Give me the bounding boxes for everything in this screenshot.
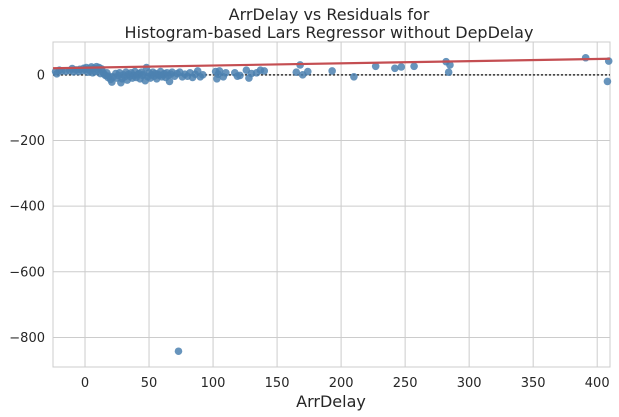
x-tick-label: 50 — [141, 376, 158, 391]
grid-lines — [53, 42, 610, 367]
data-point — [328, 67, 336, 75]
data-point — [397, 63, 406, 71]
x-axis-label: ArrDelay — [296, 392, 366, 411]
x-tick-label: 100 — [201, 376, 226, 391]
x-tick-label: 300 — [457, 376, 482, 391]
x-tick-labels: 0 50 100 150 200 250 300 350 400 — [81, 376, 610, 391]
chart-title-line-2: Histogram-based Lars Regressor without D… — [125, 23, 534, 42]
data-point — [304, 67, 312, 76]
y-tick-label: 0 — [37, 68, 45, 83]
x-tick-label: 250 — [393, 376, 418, 391]
data-point — [215, 67, 224, 75]
x-tick-label: 200 — [329, 376, 354, 391]
data-point — [581, 53, 590, 62]
data-point — [410, 62, 418, 71]
chart-title-line-1: ArrDelay vs Residuals for — [229, 5, 430, 24]
data-point — [222, 69, 230, 77]
chart-title: ArrDelay vs Residuals for Histogram-base… — [125, 5, 534, 42]
data-point — [444, 68, 453, 77]
data-point — [292, 68, 301, 77]
y-tick-labels: 0 −200 −400 −600 −800 — [9, 68, 45, 346]
x-tick-label: 400 — [585, 376, 610, 391]
y-tick-label: −200 — [9, 134, 45, 149]
y-tick-label: −600 — [9, 265, 45, 280]
x-tick-label: 150 — [265, 376, 290, 391]
plot-area — [52, 41, 611, 368]
trend-line — [52, 57, 611, 70]
data-point — [165, 77, 174, 86]
data-points — [51, 53, 613, 356]
data-point — [446, 61, 454, 69]
x-tick-label: 350 — [521, 376, 546, 391]
data-point — [236, 71, 244, 80]
data-point — [391, 64, 399, 73]
data-point — [350, 72, 358, 81]
data-point — [174, 347, 183, 356]
data-point — [371, 62, 380, 71]
y-tick-label: −800 — [9, 331, 45, 346]
y-tick-label: −400 — [9, 200, 45, 215]
data-point — [603, 77, 612, 86]
data-point — [199, 71, 207, 79]
data-point — [193, 67, 202, 75]
data-point — [260, 67, 269, 75]
x-tick-label: 0 — [81, 376, 89, 391]
